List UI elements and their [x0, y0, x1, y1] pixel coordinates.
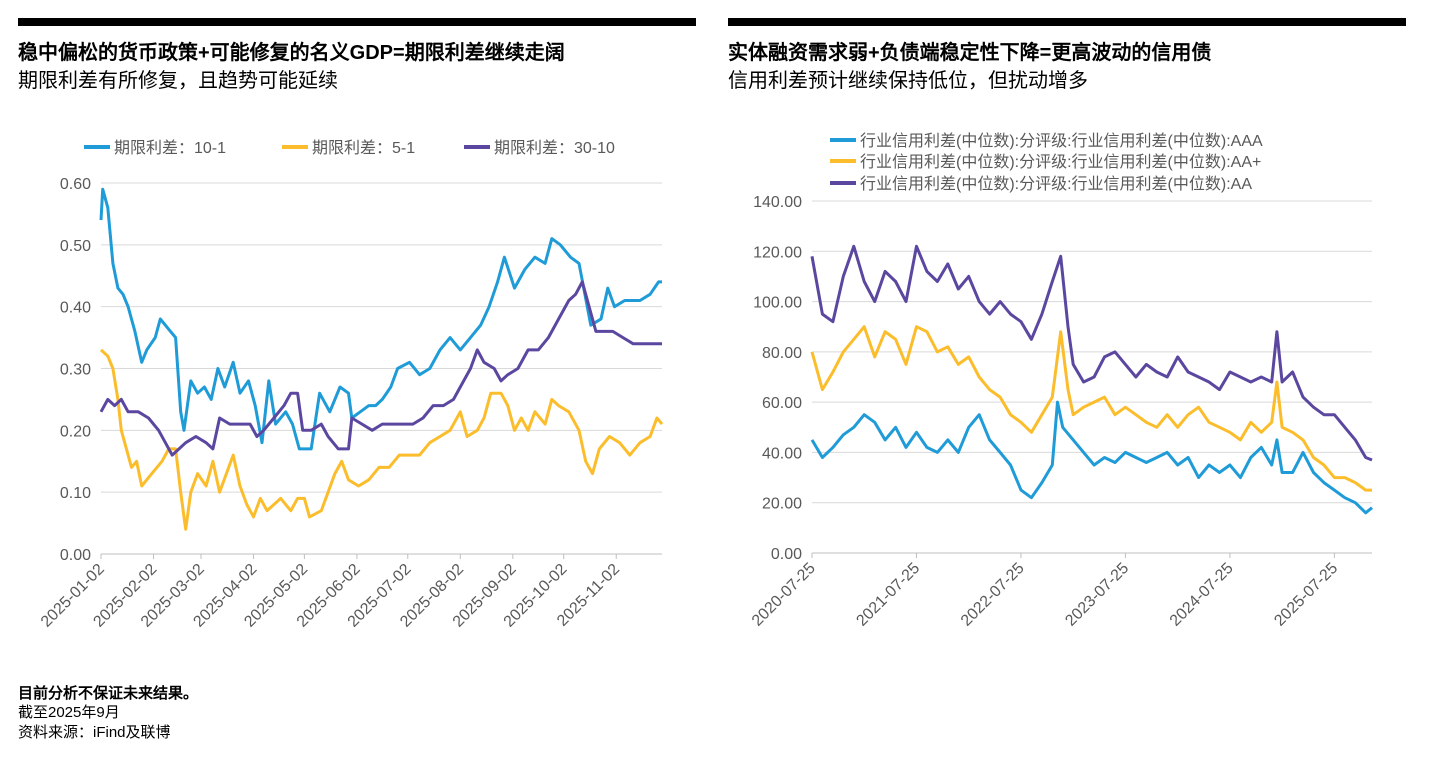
y-tick-label: 0.20: [60, 423, 91, 440]
left-chart-subtitle: 期限利差有所修复，且趋势可能延续: [18, 70, 338, 92]
x-tick-label: 2024-07-25: [1167, 560, 1237, 630]
y-tick-label: 0.60: [60, 176, 91, 193]
series-line-1: [99, 348, 664, 531]
x-tick-label: 2022-07-25: [958, 560, 1028, 630]
y-tick-label: 0.50: [60, 238, 91, 255]
left-header-bar: [18, 18, 696, 26]
right-chart-title: 实体融资需求弱+负债端稳定性下降=更高波动的信用债: [728, 42, 1212, 64]
y-tick-label: 120.00: [753, 244, 802, 261]
series-line-2: [810, 244, 1373, 462]
legend-label: 行业信用利差(中位数):分评级:行业信用利差(中位数):AA+: [860, 153, 1261, 171]
series-line-0: [99, 187, 662, 451]
x-tick-label: 2025-07-25: [1271, 560, 1341, 630]
y-tick-label: 140.00: [753, 194, 802, 211]
y-tick-label: 0.00: [60, 547, 91, 564]
series-line-2: [99, 280, 662, 457]
y-tick-label: 60.00: [762, 395, 802, 412]
series-line-0: [810, 400, 1373, 515]
y-tick-label: 0.40: [60, 300, 91, 317]
y-tick-label: 80.00: [762, 345, 802, 362]
y-tick-label: 100.00: [753, 295, 802, 312]
source-note: 资料来源：iFind及联博: [18, 724, 171, 741]
x-tick-label: 2020-07-25: [749, 560, 819, 630]
left-chart-title: 稳中偏松的货币政策+可能修复的名义GDP=期限利差继续走阔: [18, 42, 565, 64]
y-tick-label: 20.00: [762, 496, 802, 513]
right-header-bar: [728, 18, 1406, 26]
term-spread-chart: 0.000.100.200.300.400.500.602025-01-0220…: [38, 139, 664, 631]
y-tick-label: 0.30: [60, 362, 91, 379]
right-chart-subtitle: 信用利差预计继续保持低位，但扰动增多: [728, 70, 1088, 92]
legend-label: 期限利差：5-1: [312, 139, 415, 157]
y-tick-label: 0.10: [60, 485, 91, 502]
legend-label: 行业信用利差(中位数):分评级:行业信用利差(中位数):AA: [860, 175, 1252, 193]
credit-spread-chart: 0.00 20.00 40.00 60.00 80.00 100.00 120.00 140.…: [749, 132, 1373, 630]
x-tick-label: 2023-07-25: [1062, 560, 1132, 630]
y-tick-label: 40.00: [762, 445, 802, 462]
legend-label: 期限利差：30-10: [494, 139, 615, 157]
x-tick-label: 2021-07-25: [853, 560, 923, 630]
disclaimer: 目前分析不保证未来结果。: [18, 685, 199, 702]
as-of-date: 截至2025年9月: [18, 704, 120, 721]
y-tick-label: 0.00: [771, 546, 802, 563]
series-line-1: [810, 325, 1372, 492]
legend-label: 期限利差：10-1: [114, 139, 226, 157]
legend-label: 行业信用利差(中位数):分评级:行业信用利差(中位数):AAA: [860, 132, 1263, 150]
